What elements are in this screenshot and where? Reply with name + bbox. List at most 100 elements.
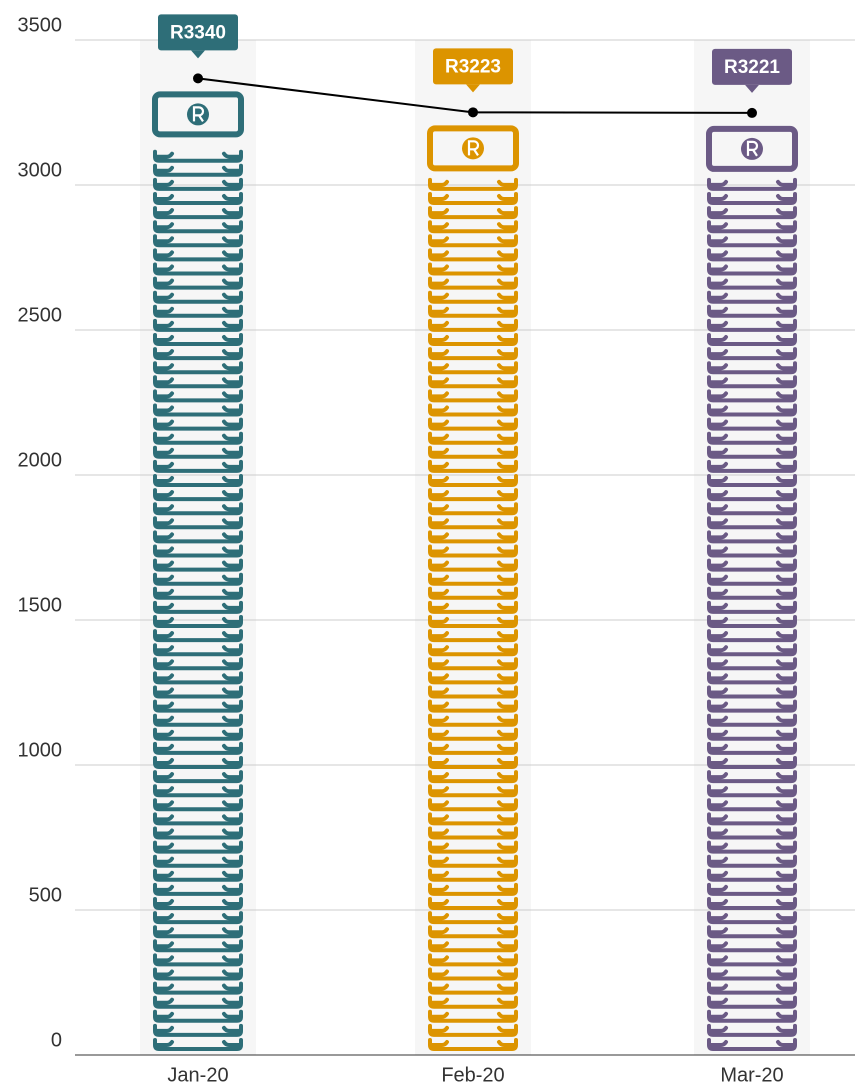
note-stack <box>428 967 518 981</box>
note-stack <box>707 798 797 812</box>
note-stack <box>428 953 518 967</box>
note-stack <box>707 474 797 487</box>
note-stack <box>707 826 797 840</box>
note-stack <box>428 798 518 812</box>
note-stack <box>428 192 518 205</box>
note-stack <box>428 713 518 727</box>
note-stack <box>428 643 518 657</box>
y-tick-label: 2500 <box>18 304 63 326</box>
note-stack <box>153 713 243 727</box>
note-stack <box>707 1023 797 1037</box>
note-stack <box>428 897 518 910</box>
note-stack <box>707 854 797 868</box>
note-mark <box>746 140 759 157</box>
note-stack <box>428 854 518 868</box>
note-stack <box>707 600 797 614</box>
note-stack <box>153 643 243 657</box>
note-stack <box>153 474 243 487</box>
note-stack <box>428 911 518 925</box>
note-stack <box>428 516 518 530</box>
note-stack <box>153 882 243 896</box>
note-stack <box>707 262 797 276</box>
note-stack <box>428 220 518 234</box>
note-stack <box>428 981 518 995</box>
note-stack <box>707 403 797 417</box>
note-stack <box>707 685 797 699</box>
note-stack <box>428 925 518 939</box>
note-stack <box>428 600 518 614</box>
note-stack <box>153 290 243 304</box>
note-top <box>152 91 244 138</box>
note-stack <box>153 812 243 826</box>
note-stack <box>428 389 518 403</box>
note-stack <box>153 995 243 1009</box>
note-stack <box>428 530 518 544</box>
note-stack <box>707 995 797 1009</box>
note-stack <box>153 361 243 375</box>
note-stack <box>428 812 518 826</box>
note-stack <box>153 1009 243 1023</box>
note-stack <box>707 290 797 304</box>
note-stack <box>153 854 243 868</box>
label-pointer <box>191 50 205 59</box>
note-stack <box>707 1009 797 1023</box>
note-stack <box>707 657 797 671</box>
note-stack <box>428 1023 518 1037</box>
note-stack <box>153 770 243 784</box>
note-stack <box>428 248 518 262</box>
note-stack <box>428 276 518 290</box>
note-stack <box>707 558 797 572</box>
note-stack <box>707 431 797 445</box>
note-stack <box>707 445 797 459</box>
note-stack <box>428 445 518 459</box>
note-stack <box>153 826 243 840</box>
note-stack <box>707 177 797 191</box>
note-stack <box>153 375 243 389</box>
note-stack <box>153 206 243 220</box>
note-stack <box>707 699 797 713</box>
y-tick-label: 3500 <box>18 14 63 36</box>
note-stack <box>153 572 243 586</box>
note-stack <box>153 685 243 699</box>
note-stack <box>707 389 797 403</box>
note-stack <box>707 220 797 234</box>
note-stack <box>428 403 518 417</box>
note-stack <box>153 149 243 163</box>
note-stack <box>428 206 518 220</box>
note-stack <box>707 502 797 516</box>
note-stack <box>428 361 518 375</box>
note-stack <box>428 304 518 318</box>
value-label: R3221 <box>724 57 780 78</box>
column-bg <box>694 40 810 1055</box>
note-stack <box>428 939 518 953</box>
note-stack <box>153 699 243 713</box>
note-stack <box>428 770 518 784</box>
note-stack <box>707 953 797 967</box>
note-stack <box>153 403 243 417</box>
note-stack <box>428 375 518 389</box>
note-stack <box>707 967 797 981</box>
note-top <box>427 125 519 172</box>
note-stack <box>707 981 797 995</box>
note-stack <box>153 459 243 473</box>
note-stack <box>153 1023 243 1037</box>
note-stack <box>428 741 518 755</box>
note-stack <box>707 911 797 925</box>
note-stack <box>153 1038 243 1051</box>
note-stack <box>428 685 518 699</box>
note-stack <box>428 615 518 628</box>
note-stack <box>707 784 797 798</box>
note-stack <box>153 431 243 445</box>
note-stack <box>153 177 243 191</box>
note-stack <box>707 488 797 502</box>
note-stack <box>428 699 518 713</box>
note-stack <box>153 629 243 643</box>
note-stack <box>707 925 797 939</box>
note-stack <box>428 347 518 361</box>
note-stack <box>707 361 797 375</box>
note-stack <box>428 1038 518 1051</box>
note-stack <box>428 995 518 1009</box>
note-stack <box>707 882 797 896</box>
note-stack <box>707 615 797 628</box>
